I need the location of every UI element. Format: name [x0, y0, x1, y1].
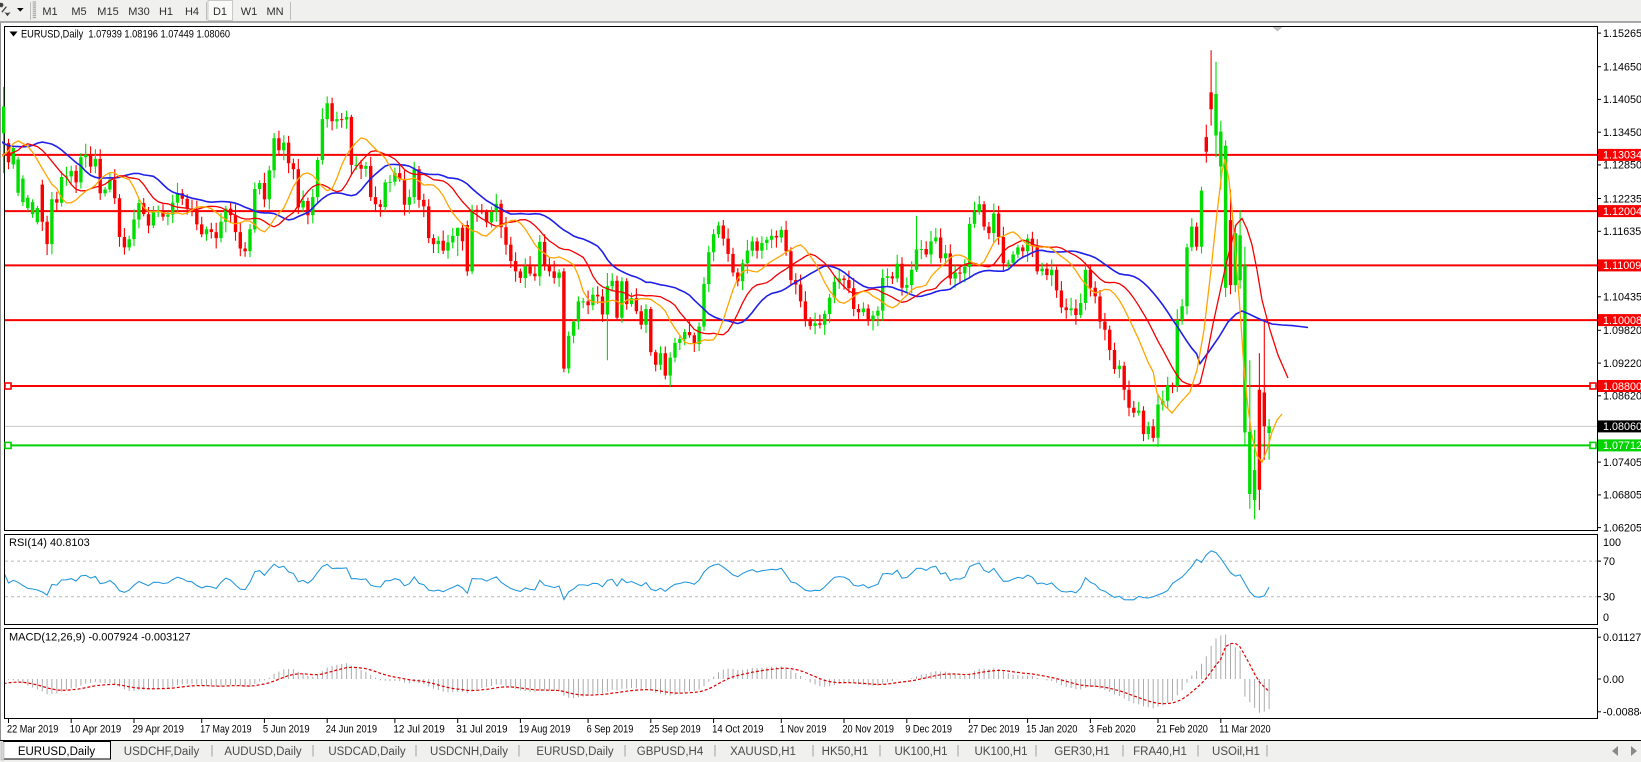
svg-text:1.09820: 1.09820 [1603, 325, 1641, 337]
svg-text:1.09220: 1.09220 [1603, 358, 1641, 370]
svg-text:|: | [879, 745, 882, 757]
svg-text:1.08620: 1.08620 [1603, 391, 1641, 403]
svg-text:70: 70 [1603, 556, 1615, 568]
svg-text:1.11009: 1.11009 [1603, 260, 1641, 272]
svg-text:GBPUSD,H4: GBPUSD,H4 [637, 746, 704, 758]
svg-text:1.07405: 1.07405 [1603, 457, 1641, 469]
svg-text:|: | [624, 745, 627, 757]
svg-text:27 Dec 2019: 27 Dec 2019 [968, 724, 1019, 736]
svg-text:GER30,H1: GER30,H1 [1054, 746, 1110, 758]
svg-text:1.10008: 1.10008 [1603, 315, 1641, 327]
svg-text:1.15265: 1.15265 [1603, 28, 1641, 40]
svg-text:24 Jun 2019: 24 Jun 2019 [326, 724, 377, 736]
svg-text:W1: W1 [241, 6, 258, 18]
svg-text:22 Mar 2019: 22 Mar 2019 [7, 724, 58, 736]
svg-text:XAUUSD,H1: XAUUSD,H1 [730, 746, 796, 758]
svg-text:USDCNH,Daily: USDCNH,Daily [430, 746, 508, 758]
svg-text:H4: H4 [185, 6, 199, 18]
svg-text:|: | [312, 745, 315, 757]
svg-text:|: | [957, 745, 960, 757]
svg-text:H1: H1 [159, 6, 173, 18]
svg-text:20 Nov 2019: 20 Nov 2019 [843, 724, 894, 736]
svg-text:17 May 2019: 17 May 2019 [200, 724, 251, 736]
svg-text:|: | [714, 745, 717, 757]
svg-text:1.14650: 1.14650 [1603, 62, 1641, 74]
svg-text:-0.008845: -0.008845 [1603, 707, 1641, 719]
svg-text:100: 100 [1603, 537, 1621, 549]
svg-text:|: | [518, 745, 521, 757]
svg-text:25 Sep 2019: 25 Sep 2019 [649, 724, 700, 736]
svg-text:|: | [1122, 745, 1125, 757]
svg-text:1.11635: 1.11635 [1603, 226, 1641, 238]
svg-text:29 Apr 2019: 29 Apr 2019 [133, 724, 184, 736]
svg-text:EURUSD,Daily: EURUSD,Daily [18, 746, 96, 758]
svg-text:FRA40,H1: FRA40,H1 [1133, 746, 1187, 758]
svg-text:EURUSD,Daily: EURUSD,Daily [536, 746, 614, 758]
svg-text:USOil,H1: USOil,H1 [1212, 746, 1260, 758]
svg-text:USDCHF,Daily: USDCHF,Daily [124, 746, 200, 758]
svg-text:1.13450: 1.13450 [1603, 127, 1641, 139]
svg-text:12 Jul 2019: 12 Jul 2019 [393, 724, 444, 736]
svg-text:AUDUSD,Daily: AUDUSD,Daily [224, 746, 302, 758]
svg-text:19 Aug 2019: 19 Aug 2019 [519, 724, 570, 736]
svg-text:UK100,H1: UK100,H1 [894, 746, 947, 758]
svg-text:RSI(14) 40.8103: RSI(14) 40.8103 [9, 537, 90, 549]
svg-text:21 Feb 2020: 21 Feb 2020 [1157, 724, 1208, 736]
svg-text:1.12235: 1.12235 [1603, 193, 1641, 205]
svg-text:UK100,H1: UK100,H1 [974, 746, 1027, 758]
svg-text:MACD(12,26,9) -0.007924 -0.003: MACD(12,26,9) -0.007924 -0.003127 [9, 632, 191, 644]
svg-text:1.10435: 1.10435 [1603, 292, 1641, 304]
svg-text:0.00: 0.00 [1603, 674, 1624, 686]
svg-text:|: | [1266, 745, 1269, 757]
svg-text:0.011277: 0.011277 [1603, 632, 1641, 644]
svg-text:9 Dec 2019: 9 Dec 2019 [905, 724, 952, 736]
svg-text:1.08060: 1.08060 [1603, 421, 1641, 433]
svg-text:M30: M30 [128, 6, 149, 18]
svg-text:USDCAD,Daily: USDCAD,Daily [328, 746, 406, 758]
svg-text:1.08800: 1.08800 [1603, 381, 1641, 393]
svg-text:M5: M5 [71, 6, 86, 18]
svg-text:10 Apr 2019: 10 Apr 2019 [70, 724, 121, 736]
svg-text:31 Jul 2019: 31 Jul 2019 [456, 724, 507, 736]
svg-text:M15: M15 [97, 6, 118, 18]
svg-text:1.07712: 1.07712 [1603, 440, 1641, 452]
svg-text:1.13034: 1.13034 [1603, 150, 1641, 162]
svg-text:30: 30 [1603, 592, 1615, 604]
svg-text:1 Nov 2019: 1 Nov 2019 [780, 724, 827, 736]
svg-text:1.14050: 1.14050 [1603, 94, 1641, 106]
svg-text:M1: M1 [42, 6, 57, 18]
svg-text:1.06205: 1.06205 [1603, 522, 1641, 534]
svg-text:11 Mar 2020: 11 Mar 2020 [1219, 724, 1270, 736]
svg-text:5 Jun 2019: 5 Jun 2019 [263, 724, 310, 736]
svg-text:|: | [812, 745, 815, 757]
svg-text:D1: D1 [213, 6, 227, 18]
svg-text:3 Feb 2020: 3 Feb 2020 [1089, 724, 1136, 736]
svg-text:14 Oct 2019: 14 Oct 2019 [712, 724, 763, 736]
svg-text:|: | [1035, 745, 1038, 757]
svg-text:6 Sep 2019: 6 Sep 2019 [587, 724, 634, 736]
svg-text:1.12850: 1.12850 [1603, 160, 1641, 172]
svg-text:MN: MN [266, 6, 283, 18]
svg-text:HK50,H1: HK50,H1 [822, 746, 869, 758]
svg-text:1.12004: 1.12004 [1603, 206, 1641, 218]
svg-text:|: | [415, 745, 418, 757]
svg-text:15 Jan 2020: 15 Jan 2020 [1026, 724, 1077, 736]
svg-text:0: 0 [1603, 612, 1609, 624]
svg-text:|: | [211, 745, 214, 757]
svg-text:1.06805: 1.06805 [1603, 490, 1641, 502]
svg-text:EURUSD,Daily 1.07939 1.08196: EURUSD,Daily 1.07939 1.08196 1.07449 1.0… [21, 29, 230, 41]
svg-text:|: | [1197, 745, 1200, 757]
